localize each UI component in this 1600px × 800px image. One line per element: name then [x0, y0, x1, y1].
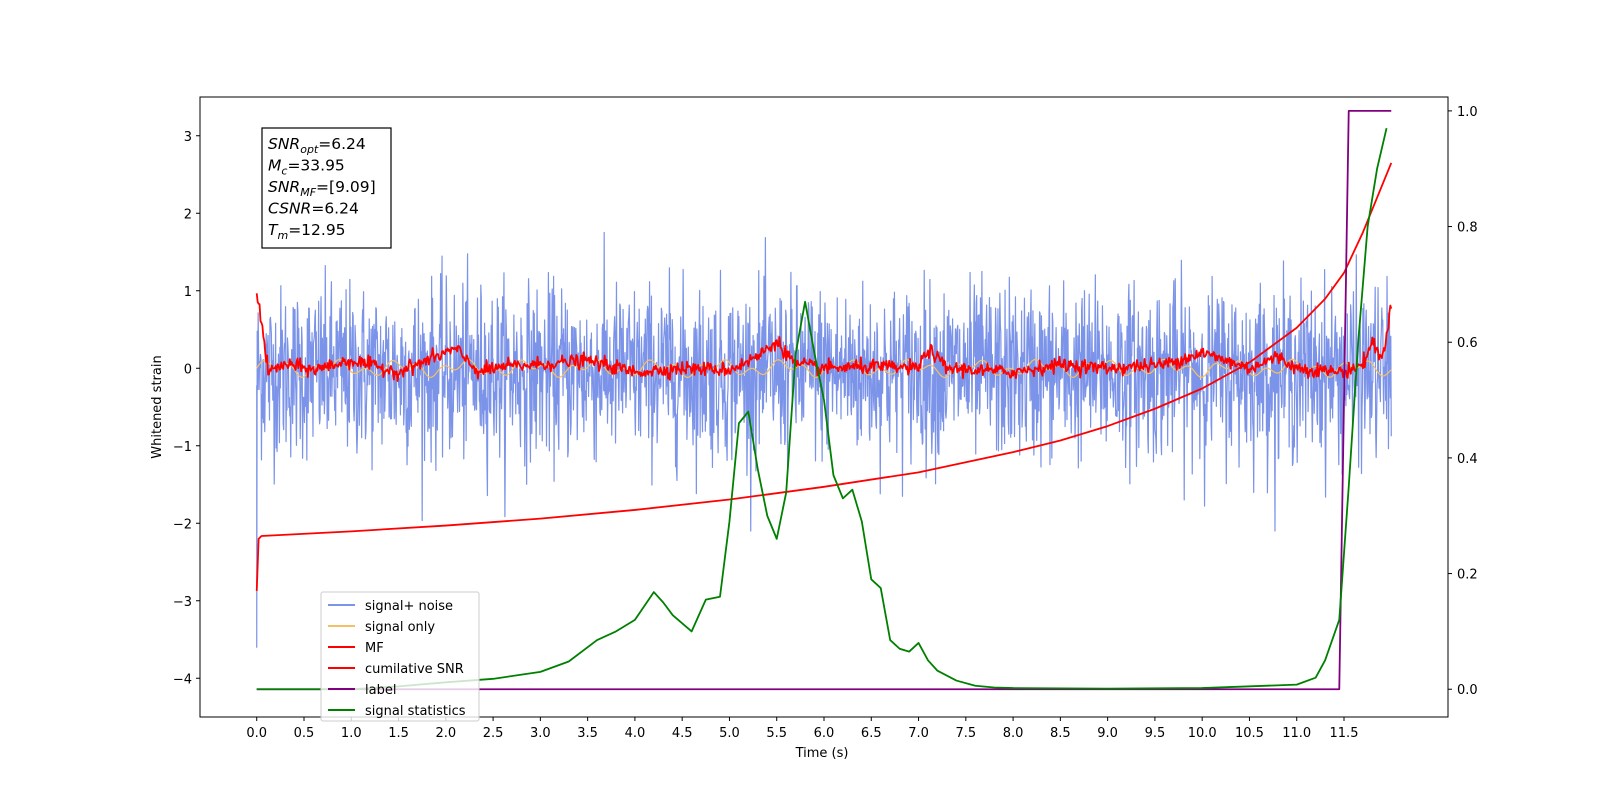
- x-axis-label: Time (s): [795, 746, 849, 761]
- x-tick-label: 8.0: [1003, 726, 1024, 741]
- x-tick-label: 2.5: [483, 726, 504, 741]
- x-tick-label: 5.0: [719, 726, 740, 741]
- parameter-annotation-box: SNRopt=6.24Mc=33.95SNRMF=[9.09]CSNR=6.24…: [261, 127, 392, 249]
- y2-tick-label: 0.4: [1457, 452, 1478, 467]
- x-tick-label: 6.0: [814, 726, 835, 741]
- x-tick-label: 7.0: [908, 726, 929, 741]
- y-axis-label: Whitened strain: [150, 355, 165, 458]
- x-tick-label: 6.5: [861, 726, 882, 741]
- y-tick-label: 3: [184, 130, 192, 145]
- y-tick-label: 2: [184, 207, 192, 222]
- annotation-line: SNRMF=[9.09]: [268, 178, 376, 199]
- x-axis: 0.0 0.5 1.0 1.5 2.0 2.5 3.0 3.5 4.0 4.5 5.0 5.5 6.0 6…: [246, 717, 1358, 741]
- series-mf: [255, 293, 1393, 382]
- x-tick-label: 3.5: [577, 726, 598, 741]
- legend-label: MF: [365, 641, 384, 656]
- y2-tick-label: 0.0: [1457, 683, 1478, 698]
- y-tick-label: 0: [184, 362, 192, 377]
- x-tick-label: 5.5: [766, 726, 787, 741]
- x-tick-label: 2.0: [435, 726, 456, 741]
- x-tick-label: 11.5: [1330, 726, 1359, 741]
- legend-label: signal only: [365, 620, 435, 635]
- y2-tick-label: 1.0: [1457, 105, 1478, 120]
- y-axis-left: 3 2 1 0 −1 −2 −3 −4: [173, 130, 200, 687]
- series-cumilative-snr: [255, 162, 1393, 591]
- x-tick-label: 11.0: [1282, 726, 1311, 741]
- y-tick-label: −4: [173, 672, 192, 687]
- x-tick-label: 9.5: [1145, 726, 1166, 741]
- x-tick-label: 8.5: [1050, 726, 1071, 741]
- annotation-line: SNRopt=6.24: [268, 135, 366, 156]
- x-tick-label: 10.5: [1235, 726, 1264, 741]
- legend: signal+ noise signal only MF cumilative SNR…: [320, 591, 480, 722]
- y2-tick-label: 0.2: [1457, 568, 1478, 583]
- x-tick-label: 0.5: [294, 726, 315, 741]
- x-tick-label: 4.5: [672, 726, 693, 741]
- legend-label: signal+ noise: [365, 599, 453, 614]
- y-tick-label: −2: [173, 517, 192, 532]
- annotation-line: Mc=33.95: [268, 157, 345, 178]
- y-tick-label: −1: [173, 440, 192, 455]
- x-tick-label: 4.0: [625, 726, 646, 741]
- y-tick-label: 1: [184, 285, 192, 300]
- y2-tick-label: 0.6: [1457, 336, 1478, 351]
- annotation-line: Tm=12.95: [268, 221, 346, 242]
- x-tick-label: 9.0: [1097, 726, 1118, 741]
- legend-frame: [320, 591, 480, 722]
- annotation-box-frame: [261, 127, 392, 249]
- x-tick-label: 1.5: [388, 726, 409, 741]
- x-tick-label: 7.5: [955, 726, 976, 741]
- series-signal-statistics: [256, 128, 1388, 691]
- annotation-line: CSNR=6.24: [268, 200, 359, 218]
- series-layer: [255, 109, 1393, 691]
- y-axis-right: 1.0 0.8 0.6 0.4 0.2 0.0: [1448, 105, 1478, 698]
- x-tick-label: 1.0: [341, 726, 362, 741]
- series-label: [256, 109, 1392, 691]
- x-tick-label: 10.0: [1188, 726, 1217, 741]
- legend-label: label: [365, 683, 396, 698]
- x-tick-label: 0.0: [246, 726, 267, 741]
- x-tick-label: 3.0: [530, 726, 551, 741]
- legend-label: cumilative SNR: [365, 662, 464, 677]
- legend-label: signal statistics: [365, 704, 466, 719]
- y-tick-label: −3: [173, 595, 192, 610]
- y2-tick-label: 0.8: [1457, 221, 1478, 236]
